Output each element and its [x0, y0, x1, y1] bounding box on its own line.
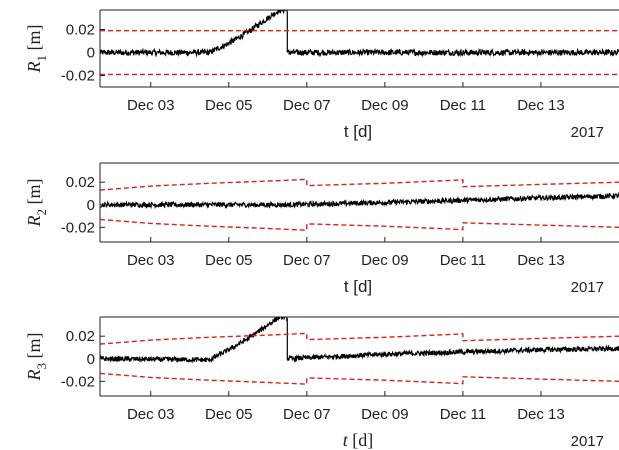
panel-2: 0.02 0 -0.02 Dec 03 Dec 05 Dec 07 Dec 09 Dec 11…	[24, 162, 619, 296]
y-tick-label: 0.02	[66, 328, 95, 345]
y-tick-label: -0.02	[61, 68, 95, 85]
y-axis-label-var: R	[24, 370, 44, 382]
y-axis-label-var: R	[24, 62, 44, 74]
x-tick-label: Dec 05	[205, 252, 253, 269]
x-tick-label: Dec 09	[361, 406, 409, 423]
x-axis-label-var: t	[343, 430, 349, 450]
x-tick-label: Dec 09	[361, 97, 409, 114]
year-label: 2017	[571, 279, 604, 296]
x-axis-label: t [d]	[343, 430, 374, 450]
x-tick-label: Dec 07	[283, 97, 331, 114]
y-axis-label: R1 [m]	[24, 25, 49, 74]
series-bound-line	[100, 218, 619, 231]
y-tick-label: 0	[87, 351, 95, 368]
series-bound-line	[100, 178, 619, 191]
y-axis-label-unit: [m]	[24, 179, 44, 210]
x-tick-label: Dec 09	[361, 252, 409, 269]
x-tick-label: Dec 03	[127, 252, 175, 269]
x-tick-label: Dec 05	[205, 406, 253, 423]
y-tick-label: 0	[87, 45, 95, 62]
x-tick-label: Dec 11	[440, 406, 486, 423]
series-residual-line	[100, 317, 619, 364]
plot-area	[100, 317, 619, 385]
y-axis-label-sub: 2	[34, 209, 49, 216]
y-tick-label: 0	[87, 197, 95, 214]
y-axis-label-unit: [m]	[24, 333, 44, 364]
x-tick-label: Dec 03	[127, 406, 175, 423]
x-tick-label: Dec 07	[283, 406, 331, 423]
x-tick-label: Dec 13	[517, 252, 565, 269]
plot-area	[100, 10, 619, 76]
y-axis-label-unit: [m]	[24, 25, 44, 56]
x-tick-label: Dec 11	[440, 97, 486, 114]
y-tick-label: 0.02	[66, 174, 95, 191]
x-axis-label-unit: [d]	[348, 430, 374, 450]
y-axis-label-var: R	[24, 216, 44, 228]
y-axis-label-sub: 1	[34, 55, 49, 62]
x-axis-label: t [d]	[344, 277, 372, 296]
panel-3: 0.02 0 -0.02 Dec 03 Dec 05 Dec 07 Dec 09 Dec 11…	[24, 316, 619, 450]
series-residual-line	[100, 10, 619, 58]
series-residual-line	[100, 191, 619, 210]
year-label: 2017	[571, 124, 604, 141]
y-tick-label: -0.02	[61, 373, 95, 390]
x-tick-label: Dec 13	[517, 97, 565, 114]
series-bound-line	[100, 372, 619, 385]
x-tick-label: Dec 13	[517, 406, 565, 423]
y-axis-label: R2 [m]	[24, 179, 49, 228]
y-axis-label-sub: 3	[34, 363, 49, 370]
x-tick-label: Dec 05	[205, 97, 253, 114]
y-tick-label: 0.02	[66, 22, 95, 39]
x-tick-label: Dec 07	[283, 252, 331, 269]
plot-area	[100, 178, 619, 231]
x-tick-label: Dec 11	[440, 252, 486, 269]
year-label: 2017	[571, 433, 604, 450]
panel-1: 0.02 0 -0.02 Dec 03 Dec 05 Dec 07 Dec 09 Dec 11…	[24, 9, 619, 141]
y-tick-label: -0.02	[61, 219, 95, 236]
x-tick-label: Dec 03	[127, 97, 175, 114]
series-bound-line	[100, 332, 619, 345]
x-axis-label: t [d]	[344, 122, 372, 141]
y-axis-label: R3 [m]	[24, 333, 49, 382]
